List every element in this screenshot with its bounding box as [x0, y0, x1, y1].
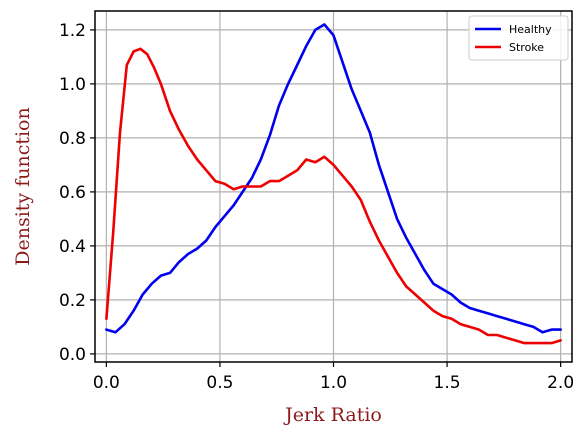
- x-tick-label: 1.0: [320, 373, 347, 393]
- grid-layer: [95, 11, 572, 362]
- legend-label-stroke: Stroke: [509, 41, 544, 54]
- legend-label-healthy: Healthy: [509, 23, 552, 36]
- tick-layer: 0.0 0.5 1.0 1.5 2.0 0.0 0.2 0.4 0.6 0.8 1.0 1.2: [59, 21, 574, 393]
- x-tick-label: 0.0: [93, 373, 120, 393]
- legend: Healthy Stroke: [468, 15, 569, 61]
- legend-box: [468, 15, 569, 61]
- series-line-healthy: [105, 23, 562, 334]
- x-tick-label: 2.0: [547, 373, 574, 393]
- series-line-stroke: [105, 47, 562, 345]
- y-tick-label: 0.8: [59, 129, 86, 149]
- y-tick-label: 1.0: [59, 75, 86, 95]
- x-tick-label: 1.5: [434, 373, 461, 393]
- x-tick-label: 0.5: [206, 373, 233, 393]
- series-layer: [105, 23, 562, 345]
- y-tick-label: 1.2: [59, 21, 86, 41]
- y-tick-label: 0.2: [59, 291, 86, 311]
- y-tick-label: 0.6: [59, 183, 86, 203]
- x-axis-label: Jerk Ratio: [283, 404, 382, 426]
- y-tick-label: 0.4: [59, 237, 86, 257]
- y-tick-label: 0.0: [59, 345, 86, 365]
- y-axis-label: Density function: [12, 107, 34, 266]
